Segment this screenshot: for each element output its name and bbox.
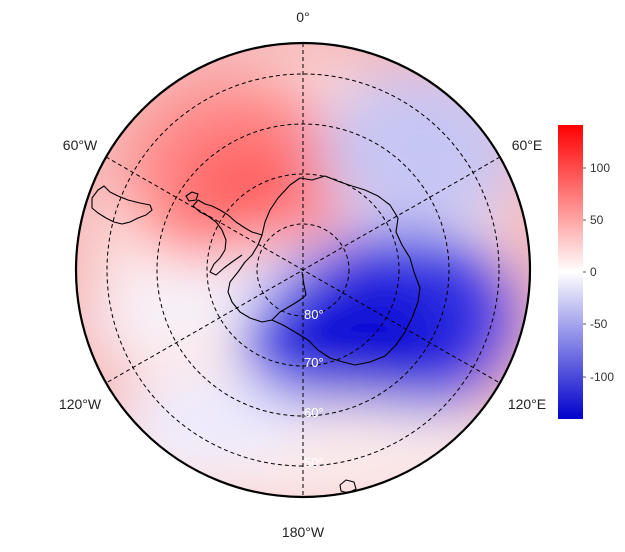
lat-label-80: 80° bbox=[304, 307, 324, 322]
coastlines bbox=[91, 175, 421, 494]
south-america-tip bbox=[91, 185, 153, 225]
lon-label-180w: 180°W bbox=[282, 524, 325, 540]
lat-circle-50 bbox=[106, 73, 500, 467]
lon-label-60e: 60°E bbox=[512, 137, 543, 153]
colorbar-tick-neg50: -50 bbox=[590, 317, 608, 331]
colorbar-tick-0: 0 bbox=[590, 265, 597, 279]
meridian-60e-120w bbox=[105, 156, 501, 384]
colorbar-tick-neg100: -100 bbox=[590, 370, 614, 384]
antarctic-peninsula bbox=[192, 199, 263, 276]
ross-ice-shelf bbox=[271, 271, 307, 321]
lat-label-50: 50° bbox=[304, 455, 324, 470]
colorbar-ticks bbox=[583, 167, 586, 378]
latitude-labels: 80° 70° 60° 50° bbox=[304, 307, 324, 470]
small-island bbox=[339, 479, 357, 494]
lon-label-120e: 120°E bbox=[508, 396, 546, 412]
lat-label-60: 60° bbox=[304, 405, 324, 420]
lat-circle-60 bbox=[156, 123, 450, 417]
colorbar-tick-100: 100 bbox=[590, 161, 610, 175]
longitude-labels: 0° 180°W 60°W 60°E 120°W 120°E bbox=[59, 9, 546, 540]
colorbar-gradient bbox=[558, 125, 583, 419]
colorbar: 100 50 0 -50 -100 bbox=[558, 125, 614, 419]
graticule bbox=[105, 43, 501, 497]
lon-label-120w: 120°W bbox=[59, 396, 102, 412]
lon-label-60w: 60°W bbox=[63, 137, 98, 153]
antarctica-coastline bbox=[227, 175, 421, 366]
map-boundary bbox=[74, 41, 532, 499]
colorbar-tick-50: 50 bbox=[590, 213, 604, 227]
lon-label-0: 0° bbox=[296, 9, 309, 25]
falkland-islands bbox=[185, 191, 199, 202]
lat-label-70: 70° bbox=[304, 355, 324, 370]
